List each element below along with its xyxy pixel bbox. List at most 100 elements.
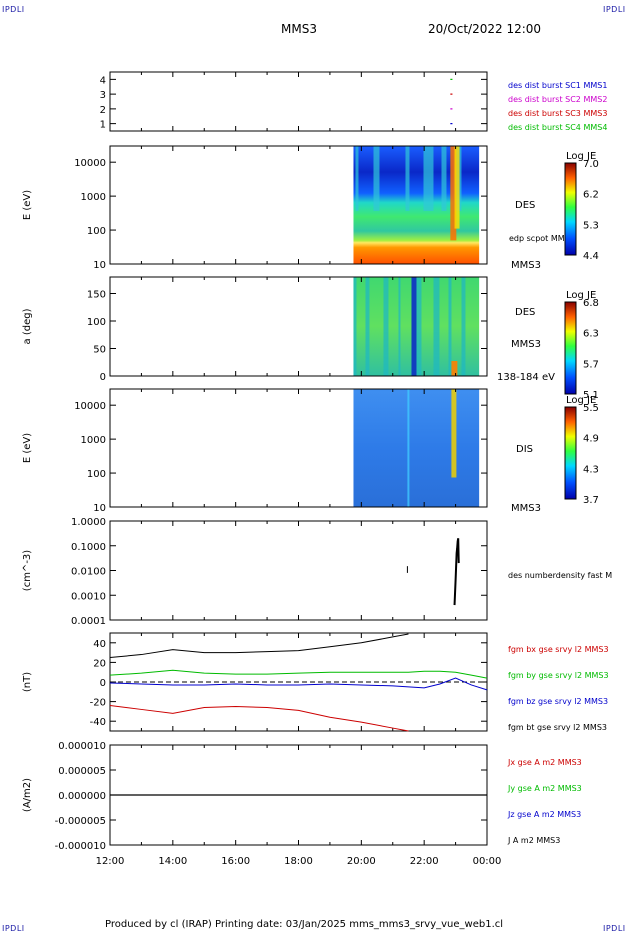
y-tick-label: 0 [100,678,106,689]
y-tick-label: 20 [93,658,106,669]
y-tick-label: 100 [87,226,106,237]
des-energy-stripe [405,146,410,211]
sc-label: MMS3 [511,339,541,350]
sc-label: MMS3 [511,260,541,271]
des-pitch-stripe [383,277,389,376]
b-field-series-4 [109,633,409,658]
y-tick-label: 3 [100,90,106,101]
colorbar-dis-energy [564,406,577,500]
y-tick-label: 0 [100,372,106,383]
corner-label-top-right: IPDLI [603,5,626,14]
y-axis-label: a (deg) [22,308,33,344]
y-tick-label: 150 [87,290,106,301]
x-tick-label: 00:00 [473,856,502,867]
legend-current-1: Jx gse A m2 MMS3 [507,758,582,767]
colorbar-des-pitch-tick-label: 6.8 [583,298,599,309]
legend-availability-mms1: des dist burst SC1 MMS1 [508,81,607,90]
colorbar-des-pitch-title: Log JE [566,290,596,301]
colorbar-des-energy-title: Log JE [566,151,596,162]
legend-b-field-3: fgm bz gse srvy l2 MMS3 [508,697,608,706]
y-axis-label: E (eV) [22,190,33,220]
y-tick-label: 100 [87,317,106,328]
y-tick-label: 10 [93,260,106,271]
energy-range-label: 138-184 eV [497,372,555,383]
y-tick-label: 100 [87,469,106,480]
des-energy-stripe [373,146,380,211]
legend-availability-mms4: des dist burst SC4 MMS4 [508,123,607,132]
y-tick-label: -20 [90,698,106,709]
corner-label-bottom-right: IPDLI [603,924,626,933]
y-tick-label: 1000 [81,192,106,203]
y-tick-label: 10000 [74,401,106,412]
des-energy-stripe [355,146,359,211]
x-tick-label: 18:00 [284,856,313,867]
y-tick-label: 2 [100,105,106,116]
des-energy-burst [450,146,457,241]
legend-density: des numberdensity fast M [508,571,612,580]
dis-energy-burst [451,389,457,478]
des-pitch-stripe [433,277,440,376]
colorbar-dis-energy-tick-label: 4.9 [583,434,599,445]
y-axis-label: (cm^-3) [22,550,33,591]
y-tick-label: 0.000005 [58,766,106,777]
y-tick-label: 0.1000 [71,542,106,553]
des-energy-stripe [441,146,447,211]
b-field-series-2 [109,669,488,679]
des-pitch-stripe [448,277,452,376]
des-pitch-stripe [353,277,357,376]
y-axis-label: (A/m2) [22,778,33,812]
corner-label-top-left: IPDLI [2,5,25,14]
colorbar-des-energy [564,162,577,256]
legend-availability-mms2: des dist burst SC2 MMS2 [508,95,607,104]
sc-label: MMS3 [511,503,541,514]
colorbar-dis-energy-tick-label: 4.3 [583,464,599,475]
dis-label: DIS [516,444,533,455]
dis-energy-spectrogram [353,389,480,507]
spacecraft-title: MMS3 [281,22,317,36]
colorbar-des-energy-tick-label: 5.3 [583,220,599,231]
colorbar-dis-energy-tick-label: 3.7 [583,495,599,506]
y-axis-label: E (eV) [22,433,33,463]
panel-frame-1 [109,71,488,132]
y-tick-label: 1000 [81,435,106,446]
des-pitch-burst [451,361,458,376]
y-tick-label: 50 [93,345,106,356]
colorbar-des-pitch [564,301,577,395]
dis-energy-stripe [407,389,410,507]
datetime-title: 20/Oct/2022 12:00 [428,22,542,36]
colorbar-des-energy-tick-label: 4.4 [583,251,599,262]
colorbar-des-pitch-tick-label: 5.1 [583,390,599,401]
des-pitch-label: DES [515,307,535,318]
des-pitch-stripe [411,277,417,376]
y-tick-label: 0.0100 [71,567,106,578]
legend-availability-mms3: des dist burst SC3 MMS3 [508,109,607,118]
y-tick-label: 0.000000 [58,791,106,802]
colorbar-dis-energy-tick-label: 5.5 [583,403,599,414]
des-pitch-stripe [398,277,401,376]
x-tick-label: 12:00 [96,856,125,867]
x-tick-label: 14:00 [158,856,187,867]
des-pitch-stripe [461,277,466,376]
colorbar-des-pitch-tick-label: 6.3 [583,329,599,340]
density-series [453,538,460,606]
y-tick-label: -0.000005 [55,816,106,827]
b-field-series-1 [109,705,409,732]
y-tick-label: 40 [93,639,106,650]
y-tick-label: -40 [90,717,106,728]
y-tick-label: 0.0001 [71,616,106,627]
y-axis-label: (nT) [22,672,33,692]
legend-b-field-4: fgm bt gse srvy l2 MMS3 [508,723,607,732]
colorbar-des-energy-tick-label: 7.0 [583,159,599,170]
x-tick-label: 22:00 [410,856,439,867]
legend-current-4: J A m2 MMS3 [507,836,560,845]
y-tick-label: 1.0000 [71,517,106,528]
des-energy-burst [454,146,460,229]
corner-label-bottom-left: IPDLI [2,924,25,933]
colorbar-des-energy-tick-label: 6.2 [583,190,599,201]
b-field-series-3 [109,677,488,691]
y-tick-label: -0.000010 [55,841,106,852]
des-pitch-stripe [365,277,370,376]
x-tick-label: 16:00 [221,856,250,867]
y-tick-label: 4 [100,75,106,86]
